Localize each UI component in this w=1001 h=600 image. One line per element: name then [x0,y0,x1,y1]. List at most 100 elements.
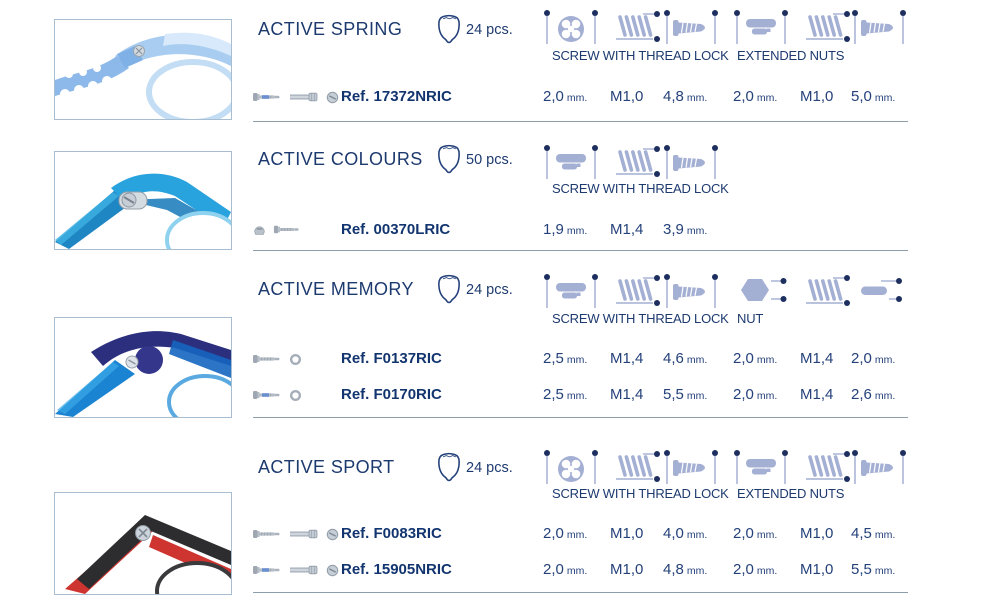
measurement-value: 2,0 mm. [543,561,588,578]
hardware-photos [252,563,339,577]
section-divider [253,417,908,418]
unit-label: mm. [566,529,588,541]
extended-nut-photo [289,527,319,541]
screw-side-icon [660,141,730,186]
thread-lock-icon [607,141,660,186]
spec-icons-row [540,141,910,186]
unit-label: mm. [686,354,708,366]
unit-label: mm. [874,92,896,104]
eyeglasses-hinge-photo [55,32,231,119]
measurement-value: 2,5 mm. [543,386,588,403]
quantity-label: 24 pcs. [466,460,513,476]
thread-lock-icon [607,6,660,51]
unit-label: mm. [686,225,708,237]
unit-label: mm. [756,354,778,366]
section-title: ACTIVE SPRING [258,19,403,39]
group-label: EXTENDED NUTS [737,486,845,501]
unit-label: mm. [566,225,588,237]
bag-icon [437,143,461,175]
measurements-row: 2,0 mm. M1,0 4,8 mm. 2,0 mm. M1,0 5,5 mm. [540,561,910,578]
eyeglasses-hinge-photo [65,515,231,594]
hardware-photos [252,352,302,366]
eyeglasses-hinge-photo [55,331,231,417]
measurement-value: 2,0 mm. [733,88,778,105]
thread-lock-icon [797,270,848,315]
unit-label: mm. [874,565,896,577]
measurement-value: 4,6 mm. [663,350,708,367]
frame-photo-active-spring [54,19,232,120]
measurement-value: M1,4 [800,386,834,403]
frame-photo-active-sport [54,492,232,595]
group-label: SCREW WITH THREAD LOCK [552,486,729,501]
hardware-photos [252,90,339,104]
screw-side-icon [660,6,730,51]
dome-nut-photo [253,223,266,236]
screw-side-icon [660,446,730,491]
unit-label: mm. [686,565,708,577]
thread-lock-icon [607,446,660,491]
section-divider [253,250,908,251]
hardware-photos [253,223,301,236]
measurement-value: 4,0 mm. [663,525,708,542]
section-title: ACTIVE COLOURS [258,149,423,169]
measurement-value: M1,0 [610,525,644,542]
ref-number: Ref. F0170RIC [341,386,442,403]
measurement-value: 2,0 mm. [851,350,896,367]
thread-lock-icon [797,446,848,491]
measurement-value: 2,0 mm. [733,525,778,542]
ref-number: Ref. 00370LRIC [341,221,451,238]
ref-number: Ref. 15905NRIC [341,561,452,578]
measurement-value: M1,4 [610,386,644,403]
measurement-value: 2,0 mm. [733,561,778,578]
measurement-value: 2,5 mm. [543,350,588,367]
ref-number: Ref. 17372NRIC [341,88,452,105]
ref-number: Ref. F0083RIC [341,525,442,542]
unit-label: mm. [756,565,778,577]
nut-head-icon [540,270,607,315]
phillips-screw-head-icon [540,446,607,491]
screw-side-icon [660,270,730,315]
unit-label: mm. [686,529,708,541]
unit-label: mm. [874,529,896,541]
spec-icons-row [540,270,910,315]
ref-number: Ref. F0137RIC [341,350,442,367]
measurements-row: 2,0 mm. M1,0 4,8 mm. 2,0 mm. M1,0 5,0 mm. [540,88,910,105]
measurement-value: M1,0 [610,561,644,578]
quantity-label: 50 pcs. [466,152,513,168]
measurement-value: 4,8 mm. [663,88,708,105]
hardware-photos [252,388,302,402]
round-nut-photo [326,91,339,104]
measurement-value: 5,5 mm. [851,561,896,578]
unit-label: mm. [566,354,588,366]
measurement-value: 4,5 mm. [851,525,896,542]
round-nut-photo [326,564,339,577]
unit-label: mm. [686,390,708,402]
measurements-row: 1,9 mm. M1,4 3,9 mm. [540,221,910,238]
measurement-value: 5,0 mm. [851,88,896,105]
thread-lock-icon [607,270,660,315]
unit-label: mm. [566,390,588,402]
measurements-row: 2,5 mm. M1,4 5,5 mm. 2,0 mm. M1,4 2,6 mm. [540,386,910,403]
nut-head-icon [730,446,797,491]
section-title: ACTIVE SPORT [258,457,395,477]
nut-side-icon [848,270,910,315]
extended-nut-photo [289,563,319,577]
bag-icon [437,13,461,45]
group-label: SCREW WITH THREAD LOCK [552,181,729,196]
unit-label: mm. [756,92,778,104]
measurement-value: M1,0 [800,525,834,542]
group-label: NUT [737,311,764,326]
nut-head-icon [540,141,607,186]
measurement-value: M1,0 [800,561,834,578]
screw-side-icon [848,446,910,491]
measurement-value: 4,8 mm. [663,561,708,578]
section-divider [253,121,908,122]
screw-photo [252,527,282,541]
unit-label: mm. [686,92,708,104]
spec-icons-row [540,6,910,51]
measurement-value: 2,0 mm. [543,88,588,105]
unit-label: mm. [566,92,588,104]
frame-photo-active-memory [54,317,232,418]
measurement-value: M1,4 [610,221,644,238]
spec-icons-row [540,446,910,491]
